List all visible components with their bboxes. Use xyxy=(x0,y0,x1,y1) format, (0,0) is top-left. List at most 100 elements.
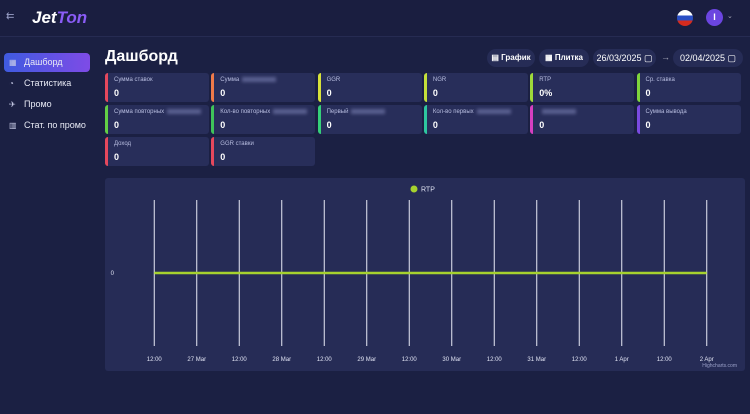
card-label: RTP xyxy=(539,77,551,83)
card-accent xyxy=(636,73,640,102)
card-label: Сумма xyxy=(220,77,277,84)
x-tick-label: 12:00 xyxy=(317,357,333,363)
blurred-text xyxy=(167,109,202,114)
language-flag[interactable] xyxy=(677,10,693,26)
x-tick-label: 27 Mar xyxy=(187,357,206,363)
card-label-text: Сумма ставок xyxy=(114,77,153,83)
card-label: GGR ставки xyxy=(220,141,254,147)
date-arrow: → xyxy=(661,52,670,62)
card-value: 0 xyxy=(539,120,545,130)
card-value: 0% xyxy=(539,88,553,98)
top-bar: ⇇ JetTon I ⌄ xyxy=(0,0,750,37)
stat-card: GGR ставки 0 xyxy=(211,137,316,166)
date-text: 26/03/2025 xyxy=(596,53,642,63)
legend-label: RTP xyxy=(421,187,435,194)
x-tick-label: 28 Mar xyxy=(272,357,291,363)
card-label-text: Ср. ставка xyxy=(645,77,675,83)
card-value: 0 xyxy=(220,152,226,162)
chart-view-button[interactable]: ▤ График xyxy=(487,49,535,67)
nav-icon: ✈ xyxy=(9,100,16,109)
chart-panel: RTP 12:00 27 Mar 12:00 28 Mar 12:00 29 Mar 12:0… xyxy=(105,178,745,371)
card-label: Сумма повторных xyxy=(114,109,202,116)
nav-icon: ▦ xyxy=(9,58,17,67)
date-to[interactable]: 02/04/2025 ▢ xyxy=(673,49,743,67)
card-label: Сумма ставок xyxy=(114,77,153,83)
avatar-chevron[interactable]: ⌄ xyxy=(727,13,733,20)
stat-card: 0 xyxy=(530,105,635,134)
x-tick-label: 12:00 xyxy=(572,357,588,363)
card-label-text: Сумма вывода xyxy=(645,109,687,115)
card-label-text: Сумма повторных xyxy=(114,109,165,116)
card-label: NGR xyxy=(433,77,446,83)
card-accent xyxy=(211,105,215,134)
card-value: 0 xyxy=(114,152,120,162)
card-accent xyxy=(423,73,427,102)
card-accent xyxy=(211,73,215,102)
card-value: 0 xyxy=(114,120,120,130)
nav-item[interactable]: ▥ Стат. по промо xyxy=(4,116,90,135)
x-tick-label: 31 Mar xyxy=(527,357,546,363)
nav-label: Дашборд xyxy=(24,57,63,67)
logo-part: Jet xyxy=(32,8,57,27)
date-from[interactable]: 26/03/2025 ▢ xyxy=(593,49,656,67)
credits: Highcharts.com xyxy=(702,363,737,369)
card-label-text: GGR ставки xyxy=(220,141,254,147)
card-label: Доход xyxy=(114,141,131,147)
x-tick-label: 12:00 xyxy=(657,357,673,363)
card-label: Ср. ставка xyxy=(646,77,675,83)
card-label xyxy=(539,109,577,115)
blurred-text xyxy=(476,109,511,114)
x-tick-label: 29 Mar xyxy=(357,357,376,363)
blurred-text xyxy=(273,109,308,114)
card-label-text: NGR xyxy=(432,77,447,83)
card-value: 0 xyxy=(114,88,120,98)
card-value: 0 xyxy=(645,120,651,130)
button-text: График xyxy=(501,53,531,62)
stat-card: Кол-во первых 0 xyxy=(423,105,528,134)
card-value: 0 xyxy=(326,88,332,98)
stat-card: Сумма 0 xyxy=(211,73,316,102)
nav-icon: ◔ xyxy=(9,79,14,88)
nav-item[interactable]: ▦ Дашборд xyxy=(4,53,90,72)
stat-card: NGR 0 xyxy=(423,73,528,102)
card-accent xyxy=(423,105,427,134)
card-accent xyxy=(105,73,108,102)
menu-toggle[interactable]: ⇇ xyxy=(6,11,15,22)
x-tick-label: 1 Apr xyxy=(615,357,629,363)
card-value: 0 xyxy=(326,120,332,130)
nav-icon: ▥ xyxy=(9,121,17,130)
y-tick-label: 0 xyxy=(111,271,115,277)
card-accent xyxy=(105,137,108,166)
nav-label: Промо xyxy=(24,99,52,109)
stat-card: Сумма ставок 0 xyxy=(105,73,209,102)
card-label: Кол-во первых xyxy=(433,109,511,115)
card-label-text: Сумма xyxy=(220,77,240,84)
card-value: 0 xyxy=(220,120,226,130)
legend-marker xyxy=(410,185,418,193)
x-tick-label: 2 Apr xyxy=(700,357,714,363)
card-value: 0 xyxy=(220,88,226,98)
x-tick-label: 12:00 xyxy=(402,357,418,363)
logo: JetTon xyxy=(32,8,87,28)
chart: RTP 12:00 27 Mar 12:00 28 Mar 12:00 29 Mar 12:0… xyxy=(111,185,737,369)
nav-item[interactable]: ✈ Промо xyxy=(4,95,90,114)
card-label-text: Первый xyxy=(326,109,349,116)
stat-card: Сумма повторных 0 xyxy=(105,105,209,134)
avatar[interactable]: I xyxy=(706,9,723,26)
card-value: 0 xyxy=(432,88,438,98)
card-value: 0 xyxy=(432,120,438,130)
stat-card: Первый 0 xyxy=(317,105,422,134)
blurred-text xyxy=(242,77,277,82)
card-label: GGR xyxy=(327,77,341,83)
stat-card: RTP 0% xyxy=(530,73,635,102)
stat-card: Сумма вывода 0 xyxy=(636,105,741,134)
button-text: Плитка xyxy=(554,53,583,62)
nav-item[interactable]: ◔ Статистика xyxy=(4,74,90,93)
logo-part: Ton xyxy=(56,8,88,27)
date-text: 02/04/2025 xyxy=(679,53,726,63)
card-label-text: GGR xyxy=(326,77,341,83)
tile-view-button[interactable]: ▦ Плитка xyxy=(539,49,589,67)
card-accent xyxy=(105,105,108,134)
card-label: Первый xyxy=(327,109,386,115)
